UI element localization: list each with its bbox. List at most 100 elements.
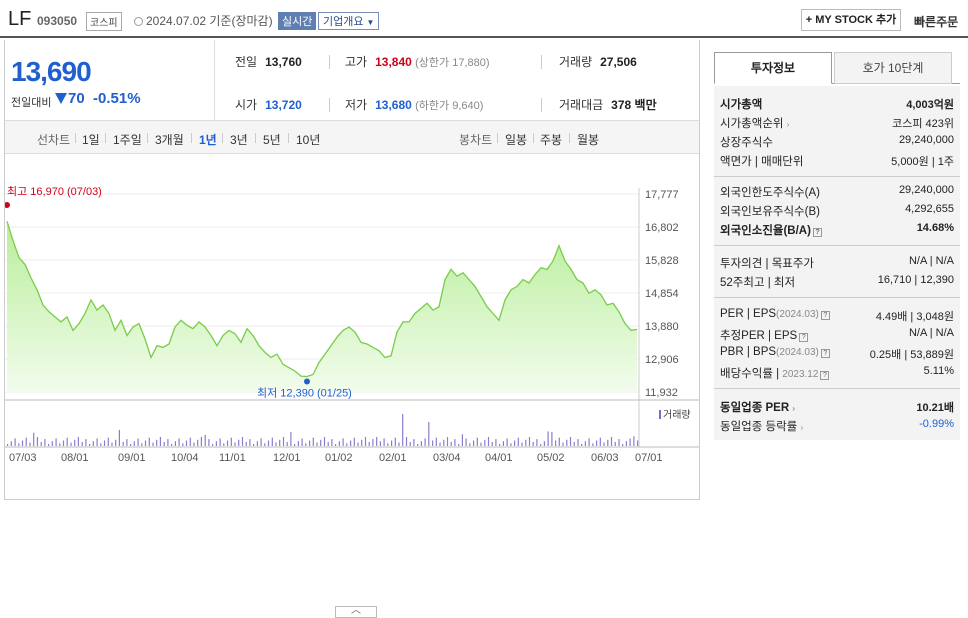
- market-badge: 코스피: [86, 12, 122, 31]
- volume-bar: [130, 444, 132, 446]
- info-row: 상장주식수 29,240,000: [720, 134, 954, 150]
- pbr-date: (2024.03): [776, 347, 819, 358]
- tab-1w[interactable]: 1주일: [113, 133, 142, 147]
- stat-high-value: 13,840: [375, 55, 412, 69]
- info-row: 액면가 | 매매단위 5,000원 | 1주: [720, 153, 954, 169]
- volume-bar: [473, 440, 475, 446]
- volume-bar: [18, 443, 20, 446]
- help-icon[interactable]: ?: [820, 349, 830, 358]
- price-area: [7, 221, 637, 392]
- volume-bar: [77, 437, 79, 446]
- chevron-right-icon: ›: [786, 120, 790, 129]
- volume-bar: [171, 444, 173, 446]
- info-row[interactable]: 동일업종 등락률 › -0.99%: [720, 418, 954, 434]
- info-key: 액면가 | 매매단위: [720, 156, 804, 168]
- volume-bar: [271, 437, 273, 446]
- info-key: 외국인한도주식수(A): [720, 187, 820, 199]
- volume-bar: [279, 439, 281, 446]
- volume-bar: [599, 437, 601, 446]
- volume-bar: [372, 439, 374, 446]
- volume-bar: [10, 441, 12, 446]
- volume-bar: [156, 439, 158, 446]
- volume-bar: [245, 441, 247, 446]
- volume-bar: [260, 438, 262, 446]
- volume-bar: [144, 440, 147, 446]
- quick-order-button[interactable]: 빠른주문: [914, 15, 959, 29]
- volume-bar: [316, 442, 318, 446]
- divider: [569, 133, 570, 143]
- tab-3m[interactable]: 3개월: [155, 133, 184, 147]
- info-row[interactable]: 동일업종 PER › 10.21배: [720, 399, 954, 415]
- volume-bar: [469, 443, 471, 446]
- realtime-button[interactable]: 실시간: [278, 12, 317, 30]
- volume-bar: [40, 441, 42, 446]
- help-icon[interactable]: ?: [799, 333, 809, 342]
- divider: [541, 98, 542, 112]
- volume-bar: [499, 444, 501, 446]
- tab-10y[interactable]: 10년: [296, 133, 321, 147]
- stat-prev: 전일 13,760: [235, 53, 302, 70]
- help-icon[interactable]: ?: [820, 371, 830, 380]
- pbr-label: PBR | BPS: [720, 346, 777, 358]
- info-value: 5,000원 | 1주: [891, 156, 954, 168]
- volume-bar: [603, 442, 605, 446]
- volume-bar: [510, 443, 512, 446]
- volume-bar: [103, 440, 106, 446]
- tab-1y[interactable]: 1년: [199, 133, 217, 147]
- volume-bar: [405, 437, 408, 446]
- tab-investment-info[interactable]: 투자정보: [714, 52, 832, 84]
- est-label: 추정PER | EPS: [720, 330, 798, 342]
- volume-bar: [249, 439, 251, 446]
- tab-weekly[interactable]: 주봉: [540, 133, 563, 147]
- volume-bar: [491, 441, 493, 446]
- volume-bar: [159, 437, 161, 446]
- volume-bar: [622, 444, 624, 446]
- tab-5y[interactable]: 5년: [263, 133, 281, 147]
- per-date: (2024.03): [776, 309, 819, 320]
- volume-bars: [7, 414, 639, 446]
- volume-bar: [208, 439, 210, 446]
- price-chart[interactable]: 17,777 16,802 15,828 14,854 13,880 12,906 11,9…: [4, 160, 699, 618]
- corp-info-dropdown[interactable]: 기업개요 ▼: [318, 12, 380, 30]
- info-value: 29,240,000: [898, 134, 954, 146]
- y-tick-label: 17,777: [645, 189, 679, 201]
- chevron-right-icon: ›: [792, 404, 796, 413]
- volume-bar: [215, 441, 217, 446]
- info-value: 29,240,000: [898, 184, 954, 196]
- volume-bar: [111, 442, 113, 446]
- help-icon[interactable]: ?: [812, 228, 822, 237]
- info-value: N/A | N/A: [908, 255, 954, 267]
- y-tick-label: 15,828: [645, 255, 679, 267]
- volume-bar: [435, 437, 437, 446]
- price-stats: 전일 13,760 고가 13,840 (상한가 17,880) 거래량 27,506…: [215, 40, 701, 120]
- stat-volume-label: 거래량: [559, 55, 593, 69]
- volume-bar: [357, 442, 359, 446]
- per-label: PER | EPS: [720, 308, 777, 320]
- add-mystock-button[interactable]: + MY STOCK 추가: [801, 9, 901, 31]
- volume-bar: [331, 439, 333, 446]
- tab-daily[interactable]: 일봉: [505, 133, 528, 147]
- stat-prev-value: 13,760: [265, 55, 302, 69]
- volume-bar: [428, 422, 430, 446]
- tab-orderbook-10[interactable]: 호가 10단계: [834, 52, 952, 84]
- divider: [533, 133, 534, 143]
- volume-bar: [584, 441, 586, 446]
- tab-monthly[interactable]: 월봉: [577, 133, 600, 147]
- x-tick-label: 02/01: [379, 452, 407, 464]
- divider: [105, 133, 106, 143]
- expand-chart-button[interactable]: ︿: [335, 606, 377, 618]
- divider: [329, 55, 330, 69]
- help-icon[interactable]: ?: [820, 311, 830, 320]
- volume-bar: [532, 441, 534, 446]
- info-row[interactable]: 시가총액순위 › 코스피 423위: [720, 115, 954, 131]
- volume-bar: [294, 444, 296, 446]
- info-row: PBR | BPS(2024.03)? 0.25배 | 53,889원: [720, 346, 954, 362]
- volume-bar: [122, 441, 124, 446]
- tab-3y[interactable]: 3년: [230, 133, 248, 147]
- tab-1d[interactable]: 1일: [82, 133, 100, 147]
- volume-bar: [562, 442, 564, 446]
- x-tick-label: 06/03: [591, 452, 619, 464]
- volume-bar: [588, 438, 590, 446]
- info-row: 배당수익률 | 2023.12? 5.11%: [720, 365, 954, 381]
- volume-bar: [514, 440, 516, 446]
